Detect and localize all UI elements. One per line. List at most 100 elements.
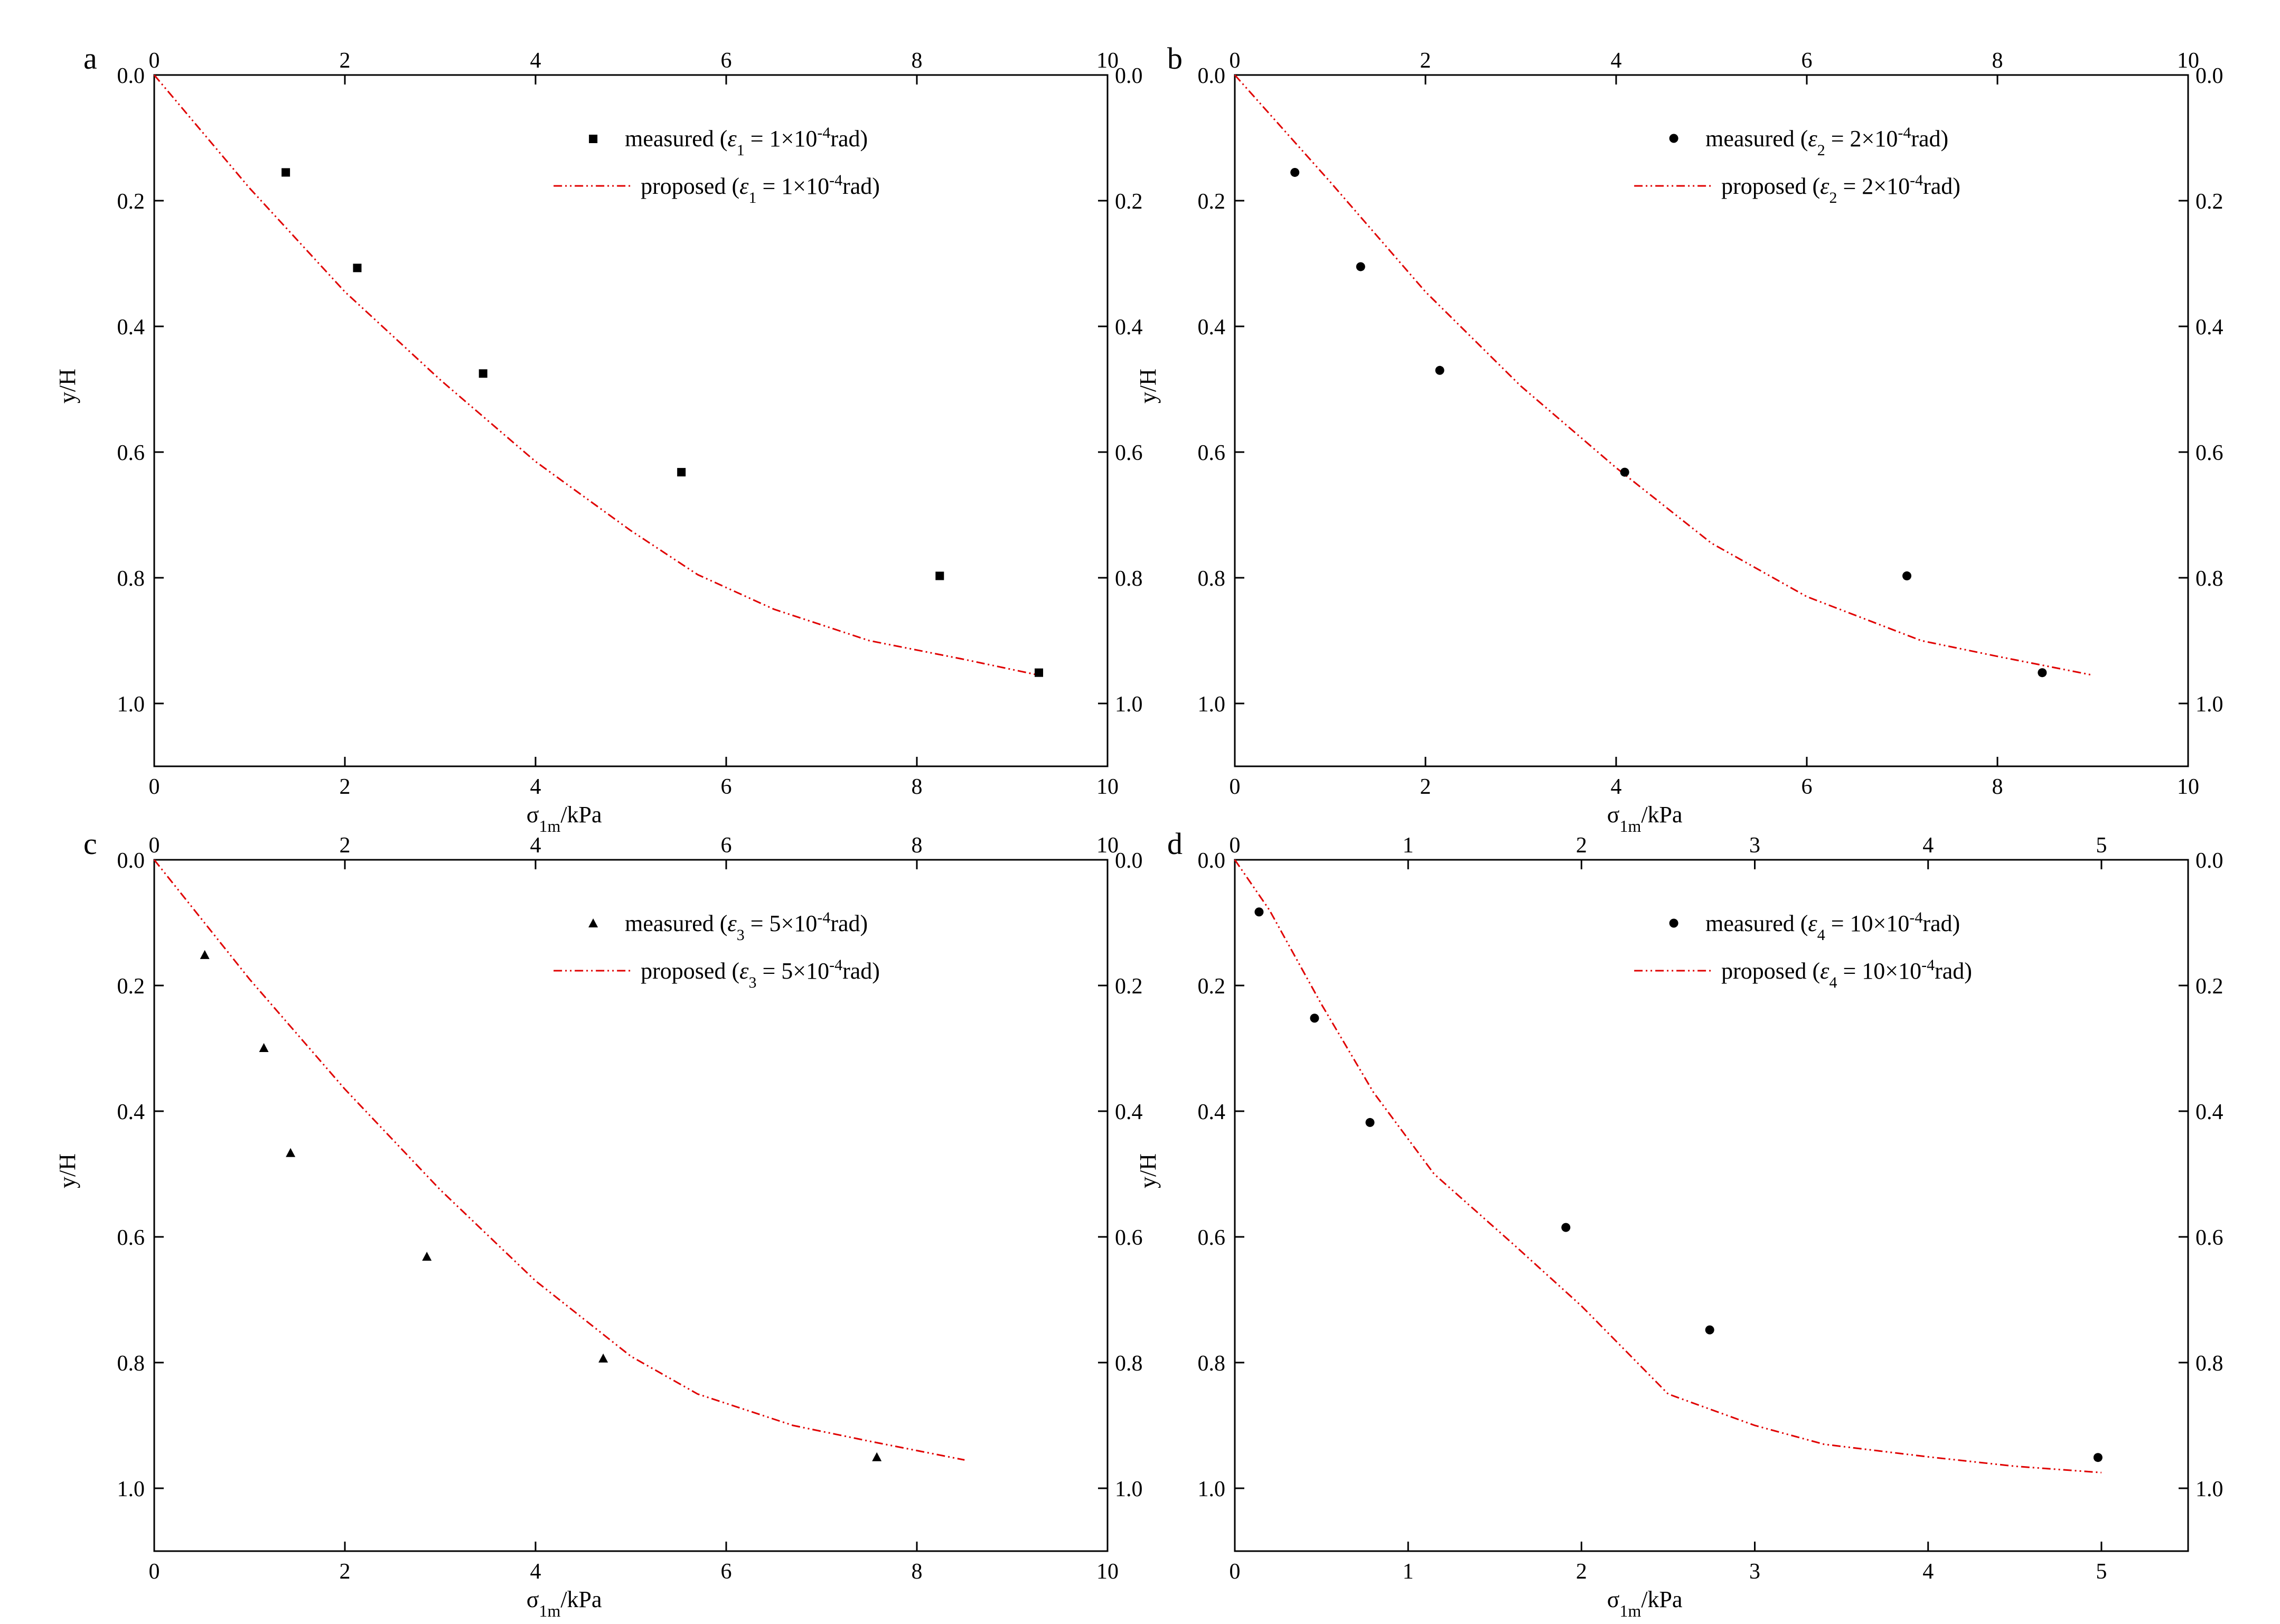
y-tick-label-left: 1.0	[1198, 1477, 1226, 1501]
legend-marker	[589, 135, 598, 143]
data-point	[935, 571, 944, 580]
x-tick-label-top: 4	[1922, 833, 1934, 858]
data-point	[286, 1148, 296, 1157]
panel-letter: c	[83, 827, 97, 861]
y-tick-label-right: 0.2	[2195, 190, 2223, 214]
x-tick-label-top: 0	[149, 49, 160, 73]
x-tick-label-bottom: 4	[530, 775, 541, 799]
x-tick-label-bottom: 4	[530, 1560, 541, 1584]
panel-letter: a	[83, 41, 97, 76]
y-tick-label-left: 0.8	[117, 1351, 145, 1376]
x-tick-label-bottom: 2	[1576, 1560, 1587, 1584]
y-tick-label-right: 0.8	[2195, 567, 2223, 591]
y-tick-label-right: 1.0	[1115, 1477, 1143, 1501]
data-point	[1254, 907, 1264, 917]
y-tick-label-right: 0.8	[2195, 1351, 2223, 1376]
y-tick-label-right: 1.0	[1115, 692, 1143, 717]
legend-label-measured: measured (ε1 = 1×10-4rad)	[625, 124, 868, 159]
data-point	[1620, 467, 1629, 477]
x-tick-label-bottom: 4	[1611, 775, 1622, 799]
plot-frame	[1234, 859, 2189, 1552]
data-point	[1356, 262, 1365, 271]
legend-label-proposed: proposed (ε3 = 5×10-4rad)	[641, 956, 880, 991]
y-tick-label-right: 0.4	[2195, 1100, 2223, 1124]
x-axis-title: σ1m/kPa	[527, 1587, 602, 1620]
x-tick-label-bottom: 10	[1096, 1560, 1119, 1584]
x-tick-label-bottom: 8	[1992, 775, 2003, 799]
x-tick-label-top: 10	[2177, 49, 2199, 73]
y-tick-label-left: 1.0	[117, 1477, 145, 1501]
x-tick-label-bottom: 6	[721, 1560, 732, 1584]
legend-label-measured: measured (ε3 = 5×10-4rad)	[625, 909, 868, 944]
data-point	[872, 1452, 882, 1461]
y-tick-label-left: 0.4	[117, 315, 145, 340]
data-point	[1435, 365, 1444, 375]
y-tick-label-left: 0.4	[117, 1100, 145, 1124]
x-tick-label-top: 2	[1420, 49, 1431, 73]
x-tick-label-top: 8	[912, 49, 923, 73]
x-tick-label-top: 0	[1230, 833, 1241, 858]
data-point	[1310, 1013, 1319, 1023]
x-tick-label-bottom: 5	[2096, 1560, 2107, 1584]
data-point	[422, 1252, 432, 1261]
y-tick-label-left: 0.6	[1198, 441, 1226, 465]
x-tick-label-top: 2	[340, 833, 351, 858]
y-axis-title: y/H	[54, 369, 80, 403]
y-tick-label-left: 0.6	[117, 441, 145, 465]
y-tick-label-right: 0.2	[1115, 974, 1143, 999]
legend: measured (ε2 = 2×10-4rad) proposed (ε2 = …	[1634, 124, 1960, 206]
legend-label-measured: measured (ε4 = 10×10-4rad)	[1705, 909, 1960, 944]
y-tick-label-right: 0.4	[1115, 1100, 1143, 1124]
x-tick-label-bottom: 8	[912, 775, 923, 799]
data-point	[1902, 571, 1912, 580]
x-tick-label-top: 5	[2096, 833, 2107, 858]
data-point	[1035, 668, 1044, 677]
y-tick-label-right: 1.0	[2195, 1477, 2223, 1501]
legend: measured (ε1 = 1×10-4rad) proposed (ε1 = …	[553, 124, 880, 206]
legend: measured (ε3 = 5×10-4rad) proposed (ε3 = …	[553, 909, 880, 991]
y-tick-label-right: 0.2	[1115, 190, 1143, 214]
y-tick-label-right: 0.0	[1115, 849, 1143, 873]
y-tick-label-left: 0.2	[1198, 190, 1226, 214]
y-tick-label-left: 0.6	[117, 1226, 145, 1250]
y-axis-title: y/H	[1135, 369, 1161, 403]
y-tick-label-left: 0.4	[1198, 1100, 1226, 1124]
x-tick-label-bottom: 0	[149, 775, 160, 799]
x-axis-title: σ1m/kPa	[527, 802, 602, 836]
y-tick-label-left: 1.0	[117, 692, 145, 717]
proposed-curve	[153, 74, 1039, 676]
x-tick-label-top: 8	[1992, 49, 2003, 73]
x-tick-label-bottom: 4	[1922, 1560, 1934, 1584]
x-tick-label-top: 4	[1611, 49, 1622, 73]
legend-label-proposed: proposed (ε2 = 2×10-4rad)	[1721, 172, 1960, 206]
y-tick-label-left: 0.2	[117, 974, 145, 999]
x-tick-label-bottom: 6	[1802, 775, 1813, 799]
legend-label-proposed: proposed (ε1 = 1×10-4rad)	[641, 172, 880, 206]
plot-frame	[153, 859, 1109, 1552]
proposed-curve	[1234, 859, 2102, 1473]
x-tick-label-bottom: 8	[912, 1560, 923, 1584]
y-tick-label-left: 0.4	[1198, 315, 1226, 340]
plot-frame	[153, 74, 1109, 767]
x-tick-label-top: 0	[1230, 49, 1241, 73]
y-tick-label-right: 0.0	[1115, 64, 1143, 88]
x-tick-label-top: 4	[530, 49, 541, 73]
y-tick-label-right: 0.6	[2195, 1226, 2223, 1250]
y-tick-label-right: 0.0	[2195, 849, 2223, 873]
data-point	[1365, 1118, 1375, 1127]
legend: measured (ε4 = 10×10-4rad) proposed (ε4 =…	[1634, 909, 1972, 991]
x-tick-label-top: 8	[912, 833, 923, 858]
plot-frame	[1234, 74, 2189, 767]
data-point	[200, 950, 210, 959]
data-point	[282, 168, 290, 177]
x-tick-label-top: 6	[721, 49, 732, 73]
y-tick-label-right: 1.0	[2195, 692, 2223, 717]
panel-d: d 0 0 1 1 2 2 3 3 4 4 5 5 0.0 0.0 0.2 0.2 0.4 0.4 0.6 0.6 0.8…	[1135, 827, 2223, 1620]
data-point	[478, 369, 487, 378]
panel-letter: d	[1167, 827, 1183, 861]
x-tick-label-bottom: 10	[1096, 775, 1119, 799]
x-tick-label-bottom: 2	[340, 1560, 351, 1584]
x-tick-label-bottom: 2	[340, 775, 351, 799]
